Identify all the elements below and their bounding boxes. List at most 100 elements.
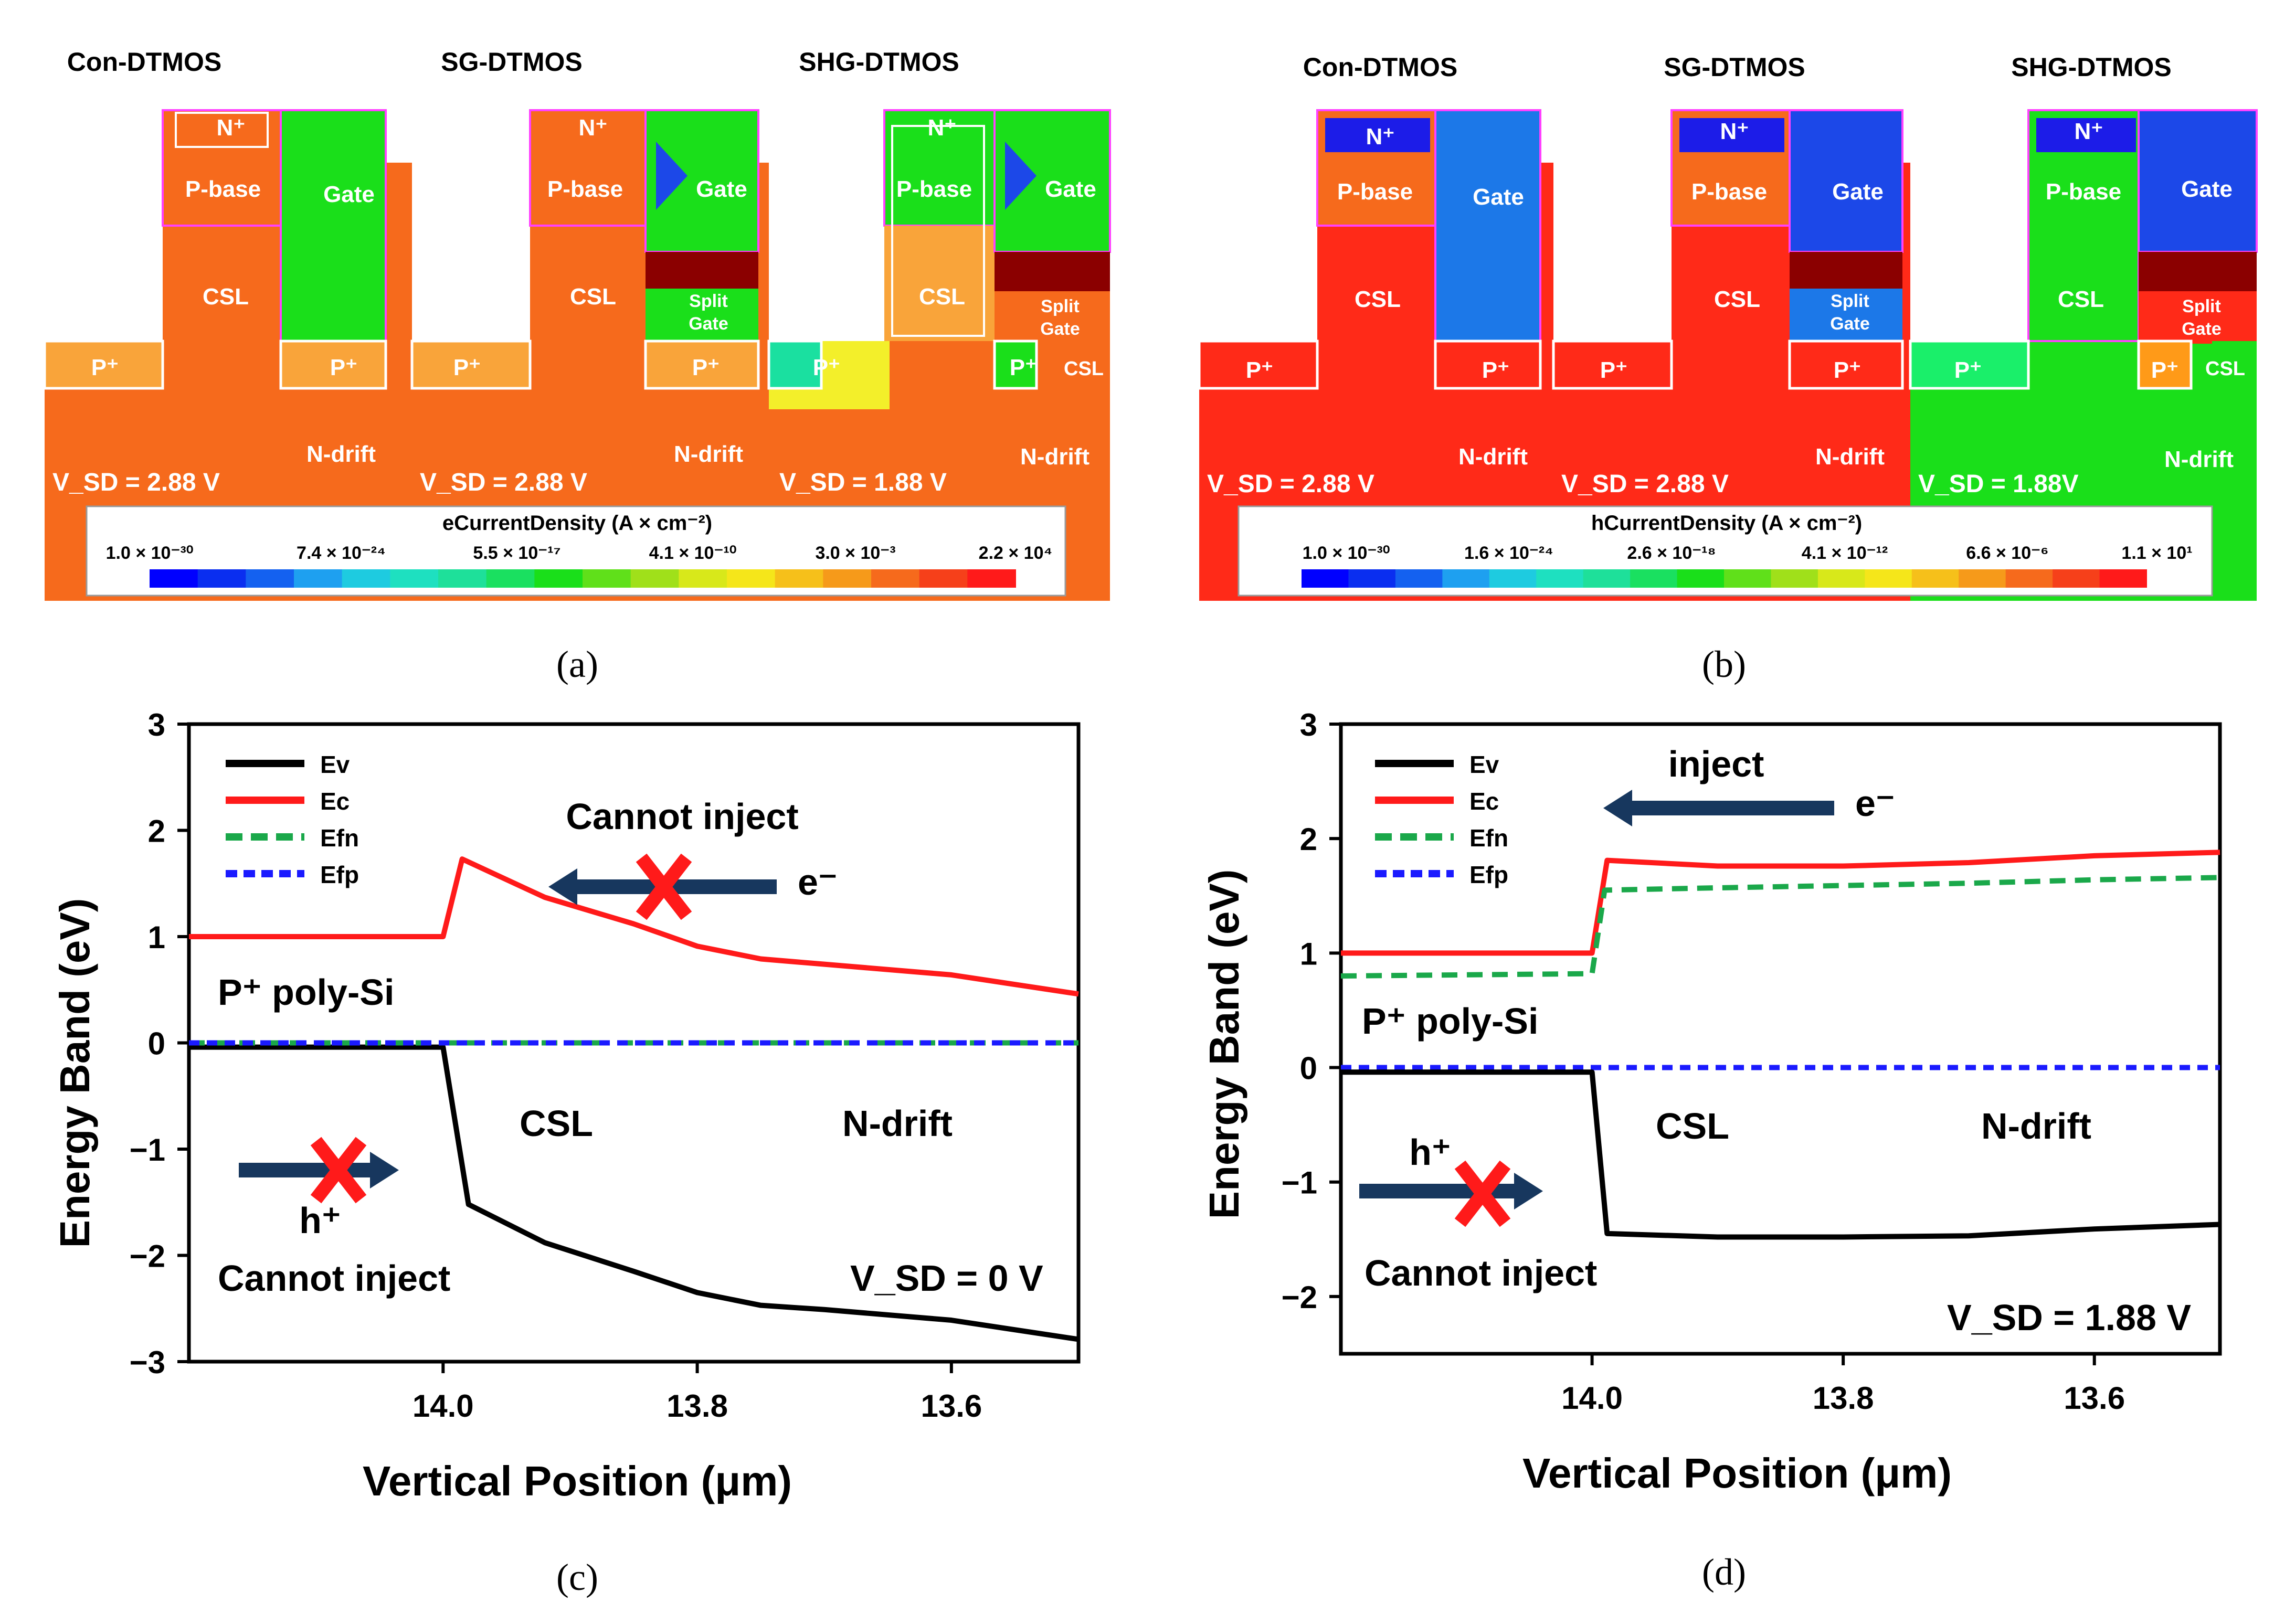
colorbar-swatch [486,569,535,588]
a-region-labels: N⁺ P-base Gate CSL P⁺ P⁺ N-drift N⁺ P-ba… [91,115,1104,470]
b-label-nplus-1: N⁺ [1720,119,1749,144]
d-hole: h⁺ [1409,1132,1451,1173]
colorbar-swatch [1911,569,1960,588]
b-label-split-1: Split [1831,291,1869,311]
colorbar-swatch [390,569,439,588]
legend-label-efp: Efp [320,861,359,888]
a-label-ndrift-2: N-drift [1020,444,1090,470]
a-vsd-2: V_SD = 1.88 V [779,469,947,496]
a-label-csl-2: CSL [919,284,965,310]
a-label-pplus-0b: P⁺ [330,355,358,380]
c-caption: (c) [556,1556,598,1598]
colorbar-swatch [1348,569,1396,588]
legend-label-ec: Ec [1469,788,1499,815]
b-title-2: SHG-DTMOS [2011,52,2172,82]
y-tick-label: 2 [148,814,165,849]
d-plot-frame [1339,722,2222,1356]
b-label-gate-1: Gate [1832,179,1884,205]
c-vsd: V_SD = 0 V [850,1258,1043,1299]
colorbar-swatch [1724,569,1772,588]
b-cbar-tick-5: 1.1 × 10¹ [2121,543,2192,563]
d-csl: CSL [1656,1106,1729,1147]
legend-label-efn: Efn [320,824,359,852]
d-vsd: V_SD = 1.88 V [1947,1297,2191,1338]
c-hole: h⁺ [299,1200,341,1241]
colorbar-swatch [1771,569,1818,588]
b-label-pplus-1b: P⁺ [1834,357,1861,383]
c-annotations: Cannot inject e⁻ P⁺ poly-Si CSL N-drift … [218,796,1043,1299]
chart-d-energy-band-vsd-188: 14.0 13.8 13.6 −2 −1 0 1 2 3 Ev Ec Efn Efp Vertica… [1201,707,2222,1593]
legend-label-efp: Efp [1469,861,1508,888]
c-electron: e⁻ [798,862,838,903]
x-tick-label: 13.8 [1813,1381,1874,1416]
colorbar-swatch [1959,569,2006,588]
colorbar-swatch [1442,569,1490,588]
colorbar-swatch [438,569,487,588]
a-cbar-tick-2: 5.5 × 10⁻¹⁷ [473,543,560,563]
a-label-pplus-2b: P⁺ [1010,355,1038,380]
c-hole-arrow [239,1137,399,1204]
b-label-csl-2: CSL [2058,286,2104,312]
y-tick-label: 0 [1300,1051,1317,1086]
d-y-ticks: −2 −1 0 1 2 3 [1282,707,1341,1315]
a-label-pplus-1b: P⁺ [692,355,720,380]
a-cbar-tick-4: 3.0 × 10⁻³ [815,543,895,563]
x-tick-label: 13.6 [2064,1381,2125,1416]
a-colorbar: eCurrentDensity (A × cm⁻²) 1.0 × 10⁻³⁰ 7… [86,505,1066,597]
a-label-pplus-2: P⁺ [813,355,841,380]
b-label-pplus-0b: P⁺ [1482,357,1510,383]
b-region-labels: N⁺ P-base Gate CSL P⁺ P⁺ N-drift N⁺ P-ba… [1246,119,2245,472]
colorbar-swatch [1395,569,1443,588]
c-series [189,856,1079,1342]
b-label-splitgate-1: Gate [1830,314,1870,334]
colorbar-swatch [583,569,631,588]
c-legend: Ev Ec Efn Efp [226,751,359,888]
colorbar-swatch [967,569,1016,588]
b-vsd-0: V_SD = 2.88 V [1207,470,1374,498]
b-label-split-2: Split [2182,296,2221,316]
colorbar-swatch [150,569,198,588]
d-legend: Ev Ec Efn Efp [1375,751,1508,888]
a-title-1: SG-DTMOS [441,47,582,77]
b-label-gate-2: Gate [2181,176,2233,202]
colorbar-swatch [679,569,727,588]
a-label-splitgate-2: Gate [1040,319,1080,339]
a-device-sg [410,109,760,390]
chart-c-energy-band-vsd-0: 14.0 13.8 13.6 −3 −2 −1 0 1 2 3 Ev Ec Efn Efp Verti… [51,707,1081,1598]
b-label-splitgate-2: Gate [2182,319,2222,339]
b-label-pplus-2b: P⁺ [2151,357,2179,383]
colorbar-swatch [2099,569,2147,588]
legend-label-efn: Efn [1469,824,1508,852]
b-label-pbase-0: P-base [1337,179,1413,205]
x-tick-label: 13.6 [921,1388,982,1424]
y-tick-label: 3 [1300,707,1317,742]
b-label-pplus-1: P⁺ [1600,357,1628,383]
colorbar-swatch [534,569,583,588]
colorbar-swatch [342,569,391,588]
b-vsd-labels: V_SD = 2.88 V V_SD = 2.88 V V_SD = 1.88V [1207,470,2079,498]
b-label-csl2-2: CSL [2205,358,2245,380]
b-label-ndrift-0: N-drift [1458,444,1528,470]
d-poly: P⁺ poly-Si [1362,1001,1538,1042]
b-cbar-tick-0: 1.0 × 10⁻³⁰ [1303,543,1390,563]
a-cbar-tick-0: 1.0 × 10⁻³⁰ [106,543,194,563]
a-vsd-0: V_SD = 2.88 V [52,469,220,496]
colorbar-swatch [1865,569,1912,588]
a-label-gate-2: Gate [1045,176,1096,202]
colorbar-swatch [1536,569,1584,588]
c-poly: P⁺ poly-Si [218,972,394,1013]
b-label-csl-1: CSL [1714,286,1760,312]
b-label-pplus-0: P⁺ [1246,357,1274,383]
b-caption: (b) [1702,643,1746,685]
colorbar-swatch [823,569,872,588]
c-xlabel: Vertical Position (μm) [363,1458,792,1504]
colorbar-swatch [246,569,294,588]
y-tick-label: 1 [1300,936,1317,971]
b-cbar-tick-4: 6.6 × 10⁻⁶ [1966,543,2048,563]
a-label-pplus-1: P⁺ [453,355,481,380]
b-title-0: Con-DTMOS [1303,52,1457,82]
y-tick-label: 3 [148,707,165,742]
x-tick-label: 14.0 [1561,1381,1623,1416]
a-cbar-tick-3: 4.1 × 10⁻¹⁰ [649,543,737,563]
